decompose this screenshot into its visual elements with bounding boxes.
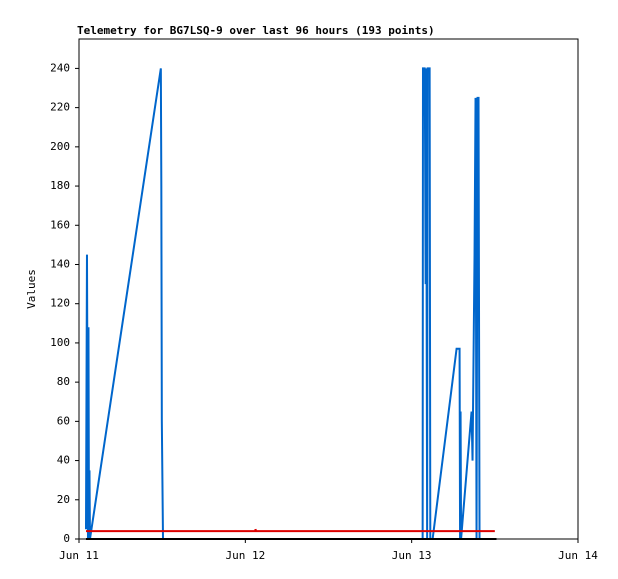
y-axis-label: Values [25,269,38,309]
chart-title: Telemetry for BG7LSQ-9 over last 96 hour… [77,24,435,37]
series-line [84,67,481,540]
y-tick-label: 60 [57,414,70,427]
x-tick-label: Jun 11 [59,549,99,562]
y-tick-label: 240 [50,61,70,74]
y-tick-label: 80 [57,375,70,388]
series-line [85,528,495,533]
y-tick-label: 180 [50,179,70,192]
y-tick-label: 140 [50,257,70,270]
y-tick-label: 160 [50,218,70,231]
y-tick-label: 0 [63,532,70,545]
y-tick-label: 40 [57,454,70,467]
y-tick-label: 200 [50,140,70,153]
y-tick-label: 100 [50,336,70,349]
y-tick-label: 220 [50,101,70,114]
y-tick-label: 20 [57,493,70,506]
x-tick-label: Jun 13 [392,549,432,562]
x-tick-label: Jun 12 [225,549,265,562]
x-tick-label: Jun 14 [558,549,598,562]
y-tick-label: 120 [50,297,70,310]
